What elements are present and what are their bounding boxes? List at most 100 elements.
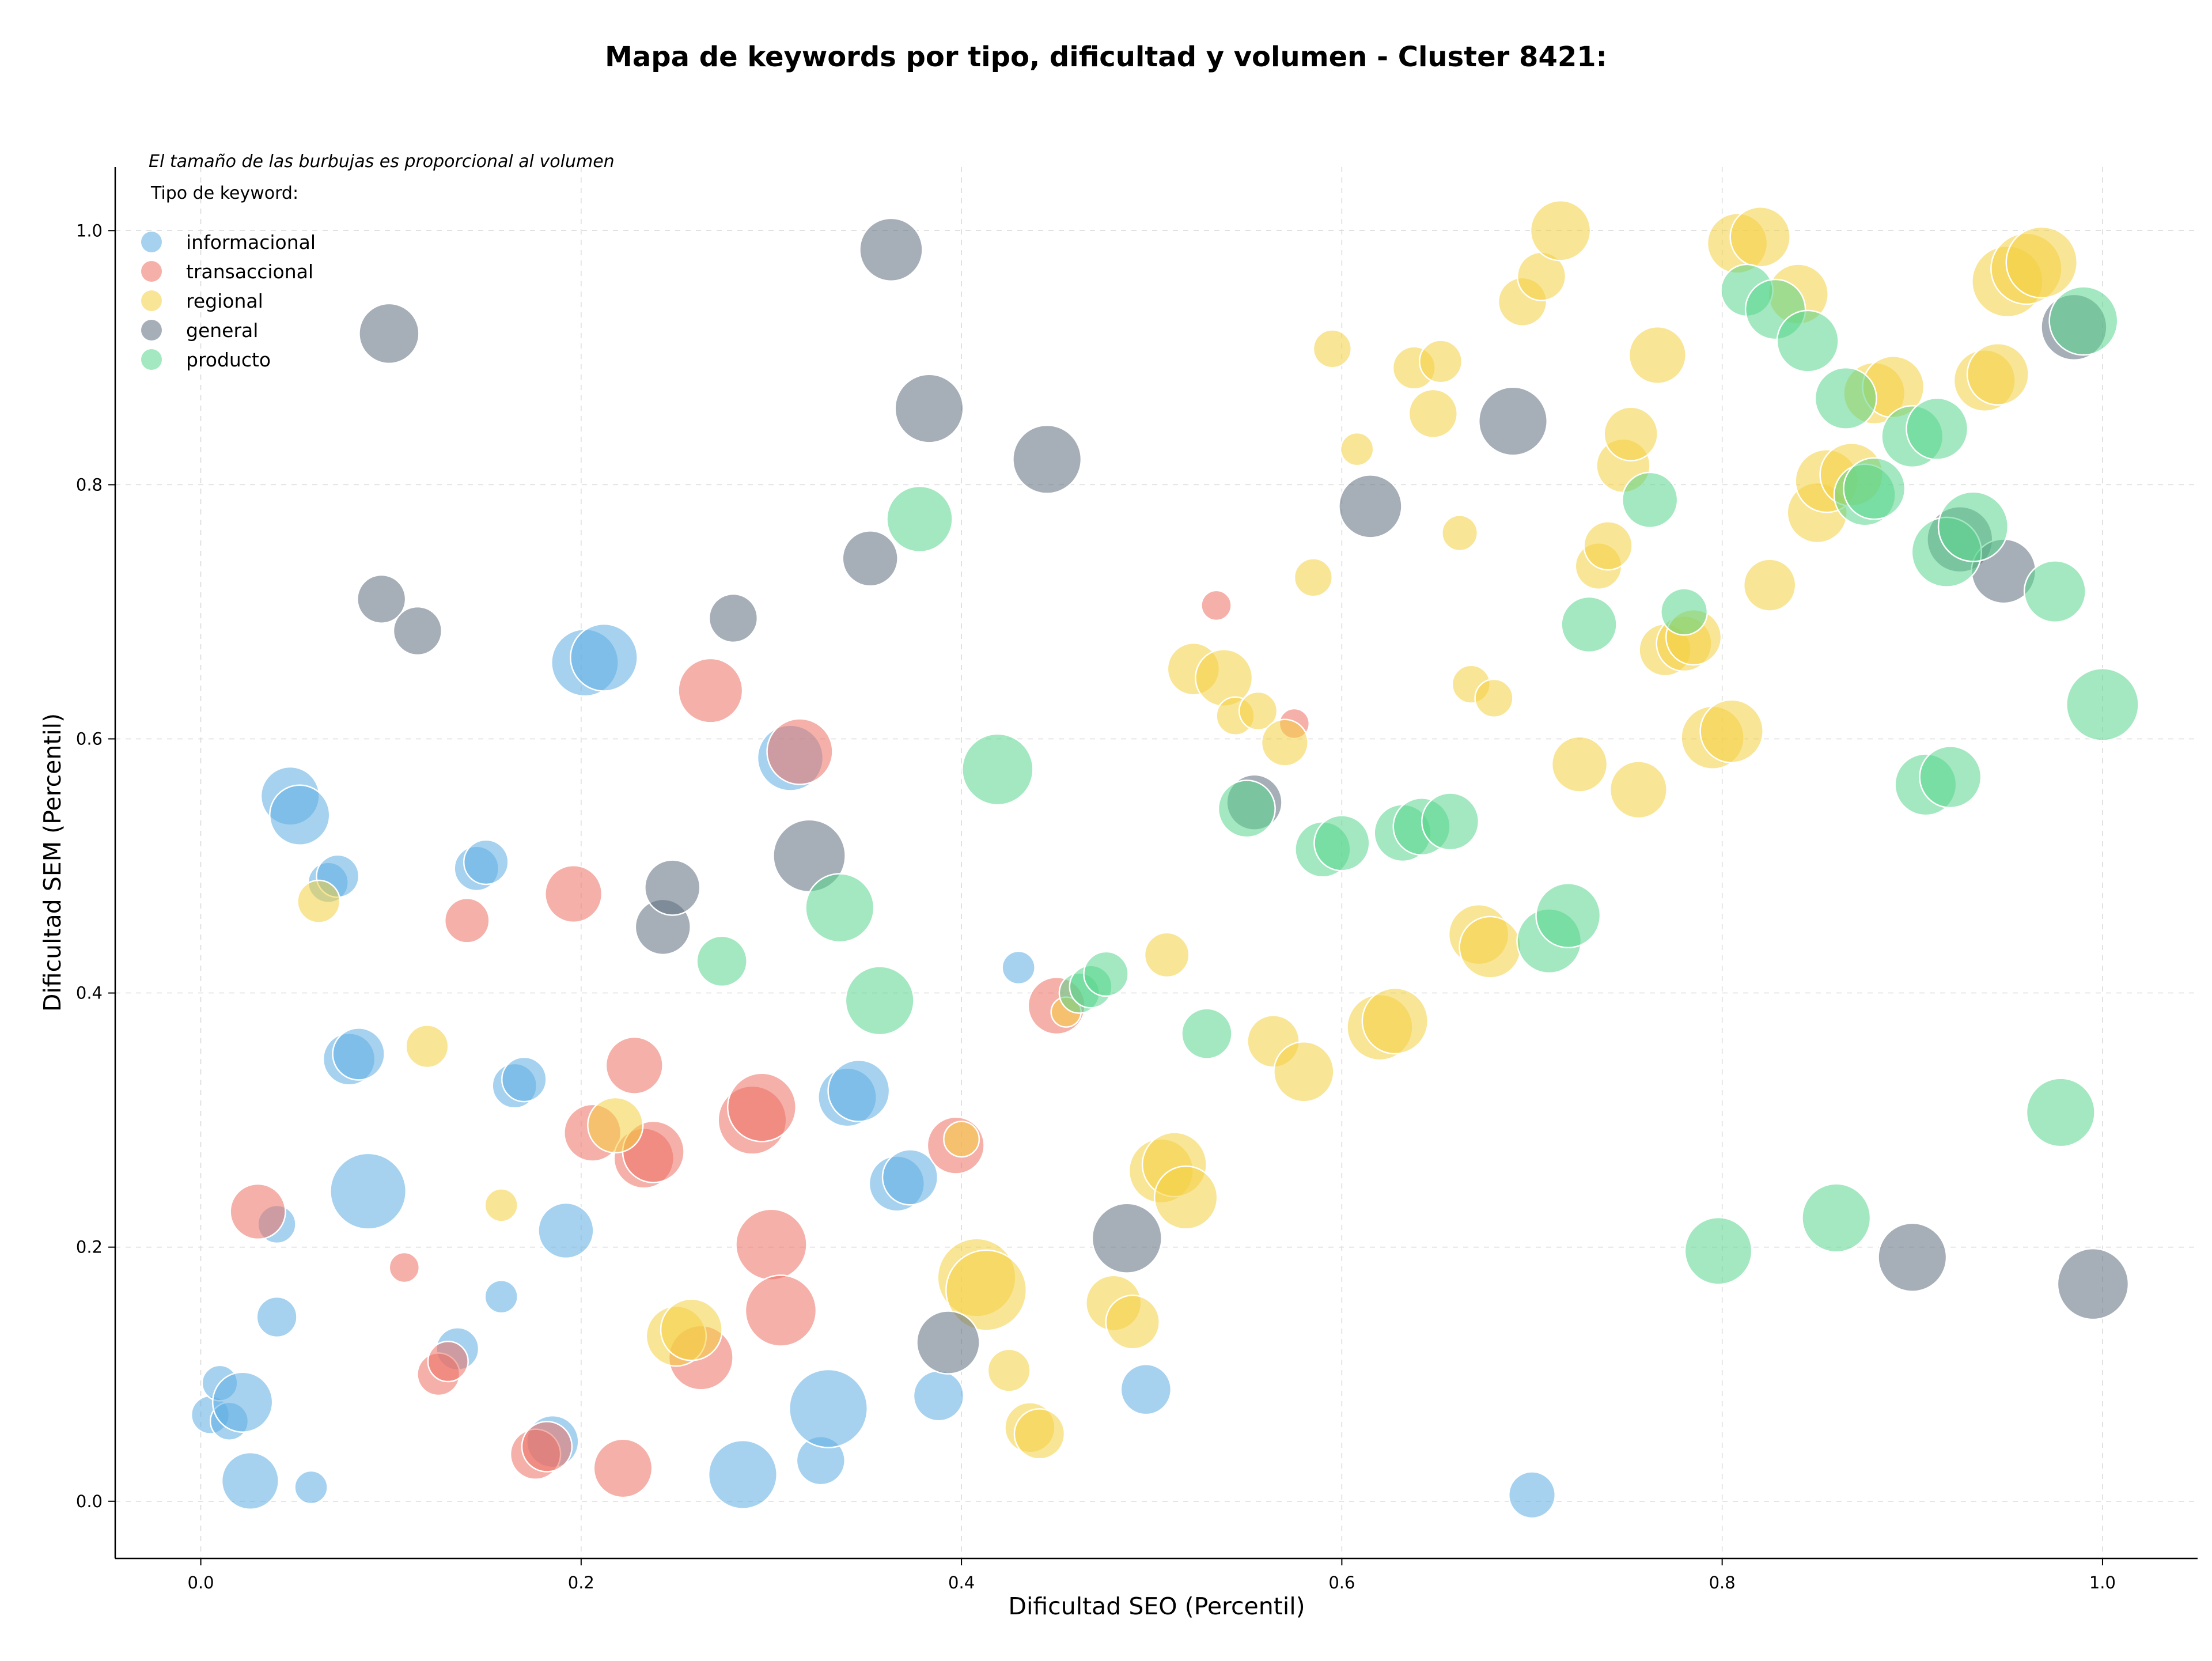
bubble-producto: [1535, 883, 1601, 949]
axes: [114, 167, 2198, 1560]
bubble-producto: [1814, 366, 1877, 430]
bubble-general: [392, 606, 443, 656]
bubble-producto: [2025, 1077, 2096, 1148]
bubble-regional: [1474, 678, 1514, 718]
bubble-regional: [1260, 718, 1309, 767]
bubble-informacional: [570, 623, 638, 692]
bubbles-layer: [190, 200, 2139, 1519]
bubble-regional: [1143, 932, 1190, 978]
bubble-transaccional: [726, 1072, 797, 1142]
bubble-general: [644, 859, 701, 916]
bubble-regional: [1529, 200, 1592, 262]
bubble-general: [1012, 424, 1082, 494]
y-tick-label: 0.6: [76, 729, 103, 748]
bubble-regional: [1603, 406, 1658, 461]
bubble-regional: [1729, 206, 1791, 268]
bubble-general: [842, 530, 899, 587]
bubble-general: [1478, 386, 1548, 456]
ticks: 0.0 0.2 0.4 0.6 0.8 1.0 0.0 0.2 0.4 0.6 0.8 1.0: [76, 221, 2116, 1592]
bubble-regional: [297, 879, 341, 924]
bubble-regional: [1340, 432, 1374, 467]
x-tick-label: 0.6: [1328, 1573, 1355, 1592]
bubble-regional: [1551, 736, 1608, 793]
y-tick-label: 0.8: [76, 475, 103, 494]
bubble-regional: [1312, 329, 1353, 369]
bubble-general: [1877, 1222, 1948, 1292]
bubble-producto: [2048, 286, 2119, 356]
bubble-producto: [1560, 596, 1618, 653]
bubble-transaccional: [766, 718, 834, 785]
bubble-transaccional: [735, 1208, 808, 1281]
x-axis-label: Dificultad SEO (Percentil): [1008, 1592, 1305, 1620]
legend-label-transaccional: transaccional: [186, 260, 313, 283]
bubble-regional: [945, 1249, 1028, 1331]
bubble-general: [916, 1310, 980, 1375]
x-tick-label: 0.4: [948, 1573, 975, 1592]
bubble-producto: [696, 935, 748, 987]
bubble-transaccional: [1200, 589, 1232, 622]
y-tick-label: 1.0: [76, 221, 103, 240]
bubble-producto: [1906, 397, 1969, 460]
bubble-informacional: [537, 1202, 594, 1259]
bubble-producto: [2066, 668, 2139, 741]
bubble-regional: [587, 1096, 644, 1154]
bubble-producto: [1181, 1008, 1233, 1060]
legend-label-informacional: informacional: [186, 231, 316, 253]
series-transaccional: [229, 589, 1310, 1499]
bubble-regional: [2005, 226, 2078, 299]
series-producto: [696, 263, 2139, 1285]
bubble-informacional: [329, 1152, 407, 1230]
bubble-informacional: [1001, 950, 1036, 985]
bubble-transaccional: [444, 898, 490, 944]
bubble-regional: [1105, 1295, 1160, 1350]
legend-title: Tipo de keyword:: [150, 183, 298, 203]
bubble-regional: [484, 1188, 518, 1223]
bubble-regional: [1583, 521, 1633, 571]
bubble-informacional: [221, 1451, 279, 1511]
bubble-regional: [1609, 760, 1668, 819]
bubble-informacional: [1508, 1471, 1556, 1519]
y-tick-label: 0.2: [76, 1238, 103, 1257]
legend-swatch-general: [141, 320, 162, 340]
bubble-producto: [1776, 309, 1839, 373]
bubble-informacional: [912, 1369, 965, 1422]
legend-swatch-regional: [141, 290, 162, 311]
bubble-producto: [1421, 792, 1480, 851]
bubble-producto: [1660, 588, 1709, 636]
bubble-regional: [1459, 915, 1522, 979]
bubble-regional: [943, 1121, 980, 1158]
bubble-regional: [1966, 342, 2029, 406]
bubble-regional: [1293, 558, 1334, 597]
bubble-informacional: [211, 1371, 274, 1433]
bubble-transaccional: [744, 1274, 817, 1347]
bubble-transaccional: [593, 1438, 653, 1499]
legend-label-regional: regional: [186, 290, 263, 312]
bubble-informacional: [256, 1296, 298, 1338]
bubble-regional: [405, 1024, 449, 1069]
legend-label-general: general: [186, 319, 258, 342]
x-tick-label: 1.0: [2089, 1573, 2116, 1592]
bubble-regional: [1153, 1165, 1218, 1230]
bubble-producto: [961, 733, 1034, 806]
x-tick-label: 0.2: [568, 1573, 594, 1592]
bubble-producto: [1217, 780, 1276, 838]
y-axis-label: Dificultad SEM (Percentil): [39, 713, 66, 1012]
x-tick-label: 0.8: [1709, 1573, 1736, 1592]
bubble-general: [1338, 474, 1403, 539]
bubble-informacional: [707, 1439, 778, 1509]
bubble-informacional: [827, 1059, 891, 1122]
legend-label-producto: producto: [186, 349, 271, 371]
bubble-regional: [1408, 388, 1459, 439]
bubble-general: [894, 373, 964, 444]
bubble-regional: [1273, 1041, 1335, 1103]
bubble-transaccional: [605, 1036, 664, 1095]
bubble-regional: [1699, 699, 1764, 764]
y-tick-label: 0.4: [76, 983, 103, 1003]
bubble-size-note: El tamaño de las burbujas es proporciona…: [149, 152, 615, 172]
bubble-informacional: [332, 1027, 385, 1081]
bubble-regional: [1441, 514, 1479, 552]
bubble-transaccional: [544, 864, 603, 924]
x-tick-label: 0.0: [187, 1573, 214, 1592]
bubble-producto: [1937, 491, 2009, 562]
